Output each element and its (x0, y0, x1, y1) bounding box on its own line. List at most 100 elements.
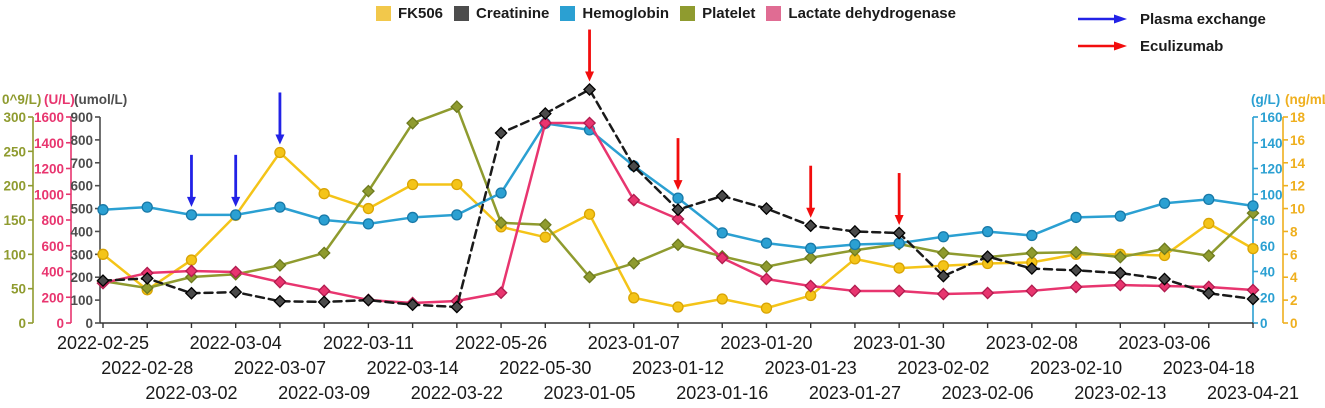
date-label: 2022-02-25 (57, 333, 149, 353)
data-point-marker (1114, 210, 1126, 222)
tick-label: 0 (18, 316, 26, 331)
data-point-marker (981, 225, 994, 238)
data-point-marker (715, 189, 729, 203)
data-point-marker (627, 193, 641, 207)
axis-unit-label: (g/L) (1251, 92, 1280, 107)
data-point-marker (141, 201, 153, 213)
date-label: 2023-01-23 (765, 358, 857, 378)
series-fk506 (97, 146, 1259, 314)
data-point-marker (892, 284, 906, 298)
axis-unit-label: 0^9/L) (2, 92, 41, 107)
data-point-marker (1203, 217, 1215, 230)
data-point-marker (848, 224, 862, 238)
data-point-marker (628, 292, 640, 304)
tick-label: 120 (1260, 162, 1283, 177)
platelet-swatch-icon (680, 6, 696, 21)
axis-unit-label: (U/L) (44, 92, 75, 107)
fk506-swatch-icon (376, 6, 391, 21)
data-point-marker (671, 212, 685, 226)
data-point-marker (627, 256, 641, 270)
tick-label: 8 (1290, 224, 1298, 239)
annotation-arrow-head (673, 180, 683, 191)
date-label: 2023-02-08 (986, 333, 1078, 353)
tick-label: 1000 (34, 187, 64, 202)
data-point-marker (406, 298, 420, 312)
date-label: 2023-01-30 (853, 333, 945, 353)
data-point-marker (1246, 292, 1260, 306)
data-point-marker (538, 107, 552, 121)
data-point-marker (406, 178, 419, 191)
y-axis-left-3: 0 100 200 300 400 500 600 700 800 900 (umol/L) (70, 92, 127, 331)
tick-label: 500 (70, 202, 93, 217)
data-point-marker (495, 187, 507, 199)
date-label: 2022-05-26 (455, 333, 547, 353)
tick-label: 1400 (34, 136, 64, 151)
data-point-marker (274, 201, 286, 213)
legend-label: FK506 (398, 5, 444, 22)
data-point-marker (848, 284, 862, 298)
date-label: 2022-03-07 (234, 358, 326, 378)
tick-label: 100 (70, 293, 93, 308)
tick-label: 100 (3, 247, 26, 262)
legend-item-ldh: Lactate dehydrogenase (766, 5, 956, 22)
data-point-marker (892, 226, 906, 240)
legend-item-creatinine: Creatinine (454, 5, 549, 22)
date-label: 2023-02-10 (1030, 358, 1122, 378)
data-point-marker (450, 300, 464, 314)
tick-label: 2 (1290, 293, 1298, 308)
data-point-marker (893, 237, 905, 249)
tick-label: 150 (3, 213, 26, 228)
data-point-marker (936, 246, 950, 260)
annotation-arrow-head (231, 196, 241, 207)
data-point-marker (450, 100, 464, 114)
data-point-marker (1069, 263, 1083, 277)
x-axis: 2022-02-25 2022-02-28 2022-03-02 2022-03-04… (57, 322, 1299, 403)
data-point-marker (1247, 242, 1259, 255)
y-axis-left-2: 0 200 400 600 800 1000 1200 1400 1600 (U/L) (34, 92, 75, 331)
data-point-marker (273, 294, 287, 308)
data-point-marker (1070, 211, 1082, 224)
data-point-marker (759, 202, 773, 216)
axis-unit-label: (ng/mL) (1285, 92, 1325, 107)
tick-label: 14 (1290, 156, 1306, 171)
data-point-marker (759, 260, 773, 274)
series-creatinine (96, 83, 1260, 314)
data-point-marker (185, 254, 198, 266)
legend-item-platelet: Platelet (680, 5, 755, 22)
data-point-marker (318, 188, 330, 200)
tick-label: 16 (1290, 133, 1306, 148)
data-point-marker (672, 192, 684, 204)
legend-label: Plasma exchange (1140, 10, 1266, 28)
red-arrow-icon (1078, 41, 1127, 51)
date-label: 2022-03-22 (411, 383, 503, 403)
data-point-marker (849, 238, 861, 251)
data-point-marker (317, 284, 331, 298)
data-point-marker (804, 251, 818, 265)
data-point-marker (317, 246, 331, 260)
legend-label: Platelet (702, 5, 756, 22)
data-point-marker (1158, 242, 1172, 256)
data-point-marker (716, 227, 728, 239)
date-label: 2023-01-12 (632, 358, 724, 378)
data-point-marker (1113, 266, 1127, 280)
data-point-marker (96, 274, 110, 288)
date-label: 2022-03-02 (145, 383, 237, 403)
date-label: 2022-03-04 (190, 333, 282, 353)
tick-label: 200 (70, 270, 93, 285)
data-point-marker (361, 293, 375, 307)
tick-label: 0 (1260, 316, 1268, 331)
legend-label: Eculizumab (1140, 37, 1224, 55)
date-label: 2023-01-16 (676, 383, 768, 403)
data-point-marker (1247, 200, 1259, 212)
data-point-marker (317, 295, 331, 309)
data-point-marker (716, 293, 728, 305)
tick-label: 140 (1260, 136, 1283, 151)
date-label: 2023-01-05 (543, 383, 635, 403)
tick-label: 0 (56, 316, 64, 331)
data-point-marker (362, 218, 375, 230)
annotation-arrow-head (186, 196, 196, 207)
data-point-marker (1246, 206, 1260, 220)
data-point-marker (274, 146, 286, 159)
tick-label: 400 (41, 265, 64, 280)
